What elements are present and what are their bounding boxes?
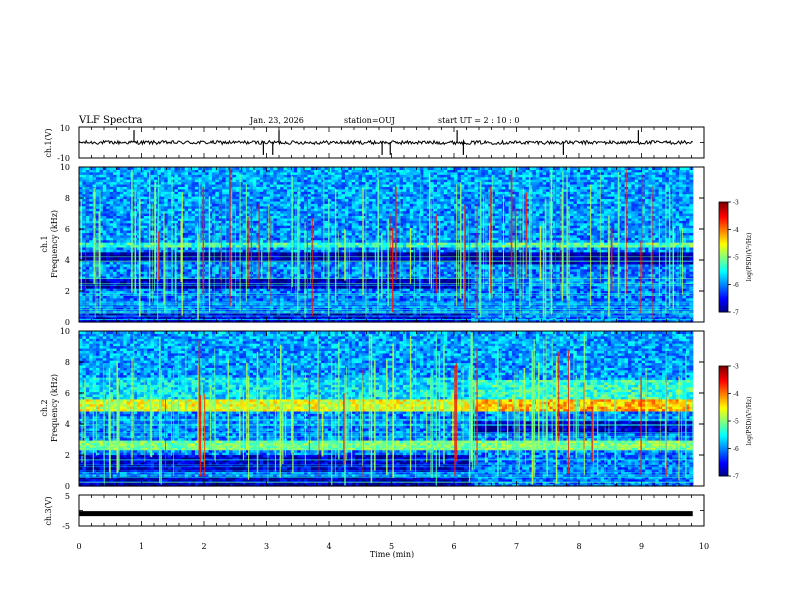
ch1-waveform-ylabel: ch.1(V) (44, 128, 53, 157)
station-label: station=OUJ (344, 116, 395, 125)
start-time-label: start UT = 2 : 10 : 0 (438, 116, 519, 125)
ch1-spectrogram-image (79, 167, 693, 323)
vlf-spectra-figure: VLF Spectra Jan. 23, 2026 station=OUJ st… (0, 0, 792, 612)
ch1-waveform-line (79, 141, 693, 145)
ch1-waveform-panel: 10 -10 ch.1(V) (44, 124, 704, 163)
ch1-waveform-trace (79, 130, 693, 155)
ch1-ytick-top: 10 (60, 124, 70, 133)
date-label: Jan. 23, 2026 (249, 116, 304, 125)
ch1-ytick-bottom: -10 (57, 154, 70, 163)
figure-title: VLF Spectra (78, 115, 143, 126)
